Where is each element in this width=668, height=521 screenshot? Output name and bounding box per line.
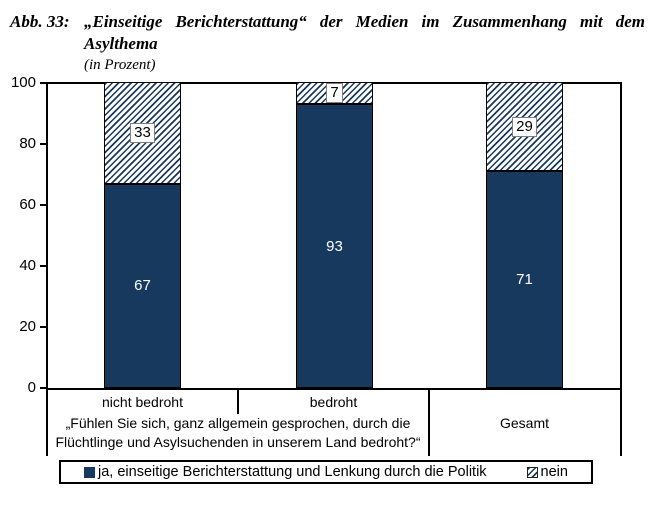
y-axis-tick-label: 100 [10, 74, 36, 91]
legend-swatch-ja-icon [84, 466, 96, 478]
bar-value-label-ja: 67 [134, 277, 151, 295]
bar-value-label-nein: 29 [512, 116, 537, 137]
figure-title: Abb. 33: „Einseitige Berichterstattung“ … [10, 11, 645, 75]
legend-swatch-nein-icon [526, 466, 538, 478]
bar-segment-ja: 93 [296, 104, 373, 388]
x-label-gesamt: Gesamt [499, 415, 549, 431]
axis-extension-left [46, 388, 48, 456]
category-divider-tick [237, 390, 239, 414]
bar-segment-ja: 67 [104, 183, 181, 388]
y-axis-tick-label: 20 [19, 318, 36, 335]
axis-extension-right [620, 390, 622, 456]
x-label-nicht-bedroht: nicht bedroht [102, 394, 183, 410]
bar-segment-nein: 7 [296, 82, 373, 105]
y-axis-tick [40, 265, 47, 267]
figure-number: Abb. 33: [10, 12, 70, 31]
y-axis-tick [40, 204, 47, 206]
figure-subtitle: (in Prozent) [84, 57, 156, 73]
bar-segment-nein: 33 [104, 82, 181, 184]
y-axis-tick-label: 60 [19, 196, 36, 213]
y-axis-tick [40, 326, 47, 328]
bar-segment-nein: 29 [486, 82, 563, 172]
legend-label-nein: nein [540, 464, 568, 480]
legend: ja, einseitige Berichterstattung und Len… [59, 460, 593, 484]
title-line-2: Asylthema [84, 34, 158, 53]
bar-segment-ja: 71 [486, 171, 563, 388]
section-divider [428, 390, 430, 456]
y-axis-tick [40, 143, 47, 145]
y-axis-tick [40, 82, 47, 84]
bar-value-label-ja: 93 [326, 237, 343, 255]
x-axis-question-note: „Fühlen Sie sich, ganz allgemein gesproc… [55, 415, 421, 450]
y-axis-tick-label: 0 [27, 379, 36, 396]
y-axis-tick [40, 387, 47, 389]
x-label-bedroht: bedroht [309, 394, 358, 410]
bar-value-label-nein: 7 [326, 83, 343, 104]
y-axis-tick-label: 40 [19, 257, 36, 274]
bar-value-label-ja: 71 [516, 271, 533, 289]
y-axis-tick-label: 80 [19, 135, 36, 152]
bar-value-label-nein: 33 [130, 122, 155, 143]
figure-title-text: „Einseitige Berichterstattung“ der Medie… [84, 11, 645, 75]
title-line-1: „Einseitige Berichterstattung“ der Medie… [84, 12, 645, 31]
legend-label-ja: ja, einseitige Berichterstattung und Len… [98, 464, 487, 480]
